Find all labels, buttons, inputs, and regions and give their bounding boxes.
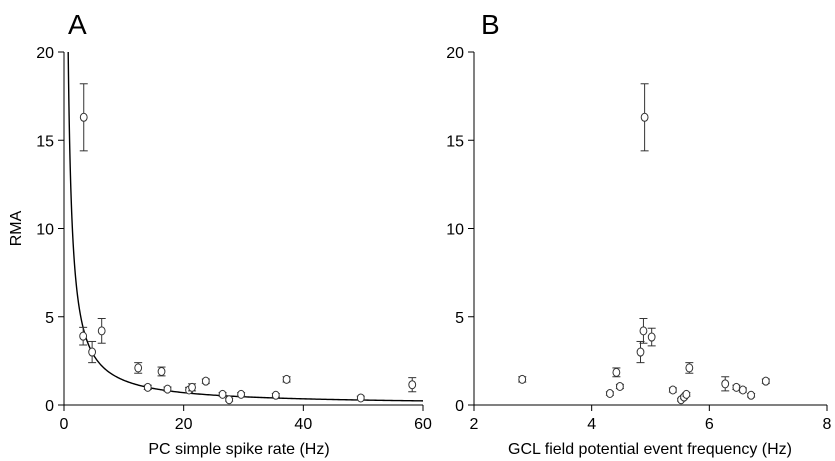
- data-point: [615, 381, 624, 391]
- data-point: [356, 393, 365, 403]
- point-marker: [682, 389, 691, 399]
- data-point: [88, 340, 97, 364]
- data-point: [218, 389, 227, 399]
- panel-b: B 0 5 10 15 20 2 4 6 8 GCL field potential event f…: [446, 9, 831, 458]
- data-point: [408, 377, 417, 393]
- point-marker: [79, 112, 88, 122]
- point-marker: [606, 389, 614, 399]
- data-point: [682, 389, 691, 399]
- data-point: [143, 382, 152, 392]
- point-marker: [188, 382, 196, 392]
- y-tick-label: 20: [36, 45, 54, 62]
- data-point: [79, 326, 88, 346]
- point-marker: [408, 380, 417, 390]
- panel-letter: A: [68, 9, 87, 40]
- data-point: [225, 395, 234, 405]
- data-marks: [67, 51, 424, 405]
- data-point: [134, 362, 143, 374]
- data-point: [640, 83, 649, 152]
- data-point: [747, 390, 756, 400]
- data-point: [157, 366, 166, 377]
- fit-curve: [67, 51, 424, 402]
- point-marker: [639, 326, 648, 336]
- point-marker: [640, 112, 649, 122]
- point-marker: [218, 389, 227, 399]
- x-axis-label: PC simple spike rate (Hz): [148, 441, 329, 458]
- data-point: [518, 374, 527, 384]
- x-tick-label: 8: [823, 416, 832, 433]
- data-point: [636, 340, 645, 364]
- point-marker: [636, 347, 645, 357]
- point-marker: [738, 385, 747, 395]
- data-point: [282, 374, 291, 384]
- y-tick-label: 0: [45, 398, 54, 415]
- y-tick-label: 15: [446, 133, 464, 150]
- y-tick-label: 10: [36, 222, 54, 239]
- y-tick-label: 5: [45, 310, 54, 327]
- point-marker: [225, 395, 234, 405]
- data-point: [647, 327, 656, 347]
- x-tick-label: 20: [175, 416, 193, 433]
- point-marker: [761, 376, 770, 386]
- point-marker: [201, 376, 210, 386]
- point-marker: [237, 389, 246, 399]
- x-tick-label: 2: [470, 416, 479, 433]
- data-point: [163, 384, 172, 394]
- point-marker: [612, 367, 621, 377]
- data-marks: [518, 83, 770, 405]
- data-point: [685, 362, 694, 374]
- point-marker: [97, 326, 106, 336]
- y-tick-label: 10: [446, 222, 464, 239]
- x-tick-label: 6: [705, 416, 714, 433]
- data-point: [721, 376, 730, 392]
- point-marker: [163, 384, 172, 394]
- point-marker: [647, 332, 656, 342]
- point-marker: [88, 347, 97, 357]
- y-axis-label: RMA: [8, 210, 25, 246]
- point-marker: [282, 374, 291, 384]
- y-tick-label: 0: [455, 398, 464, 415]
- data-point: [97, 318, 106, 344]
- point-marker: [518, 374, 527, 384]
- data-point: [738, 385, 747, 395]
- data-point: [79, 83, 88, 152]
- panel-letter: B: [481, 9, 500, 40]
- y-tick-label: 15: [36, 133, 54, 150]
- x-axis-label: GCL field potential event frequency (Hz): [508, 441, 792, 458]
- point-marker: [157, 366, 166, 376]
- y-tick-label: 5: [455, 310, 464, 327]
- data-point: [201, 376, 210, 386]
- data-point: [271, 390, 280, 400]
- data-point: [237, 389, 246, 399]
- panel-a: A 0 5 10 15 20 0 20 40 60 PC simple spike rate (Hz…: [8, 9, 432, 458]
- point-marker: [134, 363, 143, 373]
- x-tick-label: 40: [294, 416, 312, 433]
- data-point: [668, 385, 677, 395]
- data-point: [761, 376, 770, 386]
- data-point: [732, 382, 741, 392]
- point-marker: [747, 390, 756, 400]
- point-marker: [668, 385, 677, 395]
- point-marker: [79, 331, 88, 341]
- point-marker: [616, 381, 624, 391]
- point-marker: [732, 382, 741, 392]
- x-tick-label: 4: [587, 416, 596, 433]
- x-tick-label: 60: [414, 416, 432, 433]
- data-point: [188, 382, 197, 392]
- data-point: [612, 367, 621, 378]
- point-marker: [721, 379, 730, 389]
- x-tick-label: 0: [60, 416, 69, 433]
- point-marker: [271, 390, 280, 400]
- point-marker: [356, 393, 365, 403]
- data-point: [639, 318, 648, 344]
- y-tick-label: 20: [446, 45, 464, 62]
- point-marker: [685, 363, 694, 373]
- data-point: [605, 389, 614, 399]
- point-marker: [143, 382, 152, 392]
